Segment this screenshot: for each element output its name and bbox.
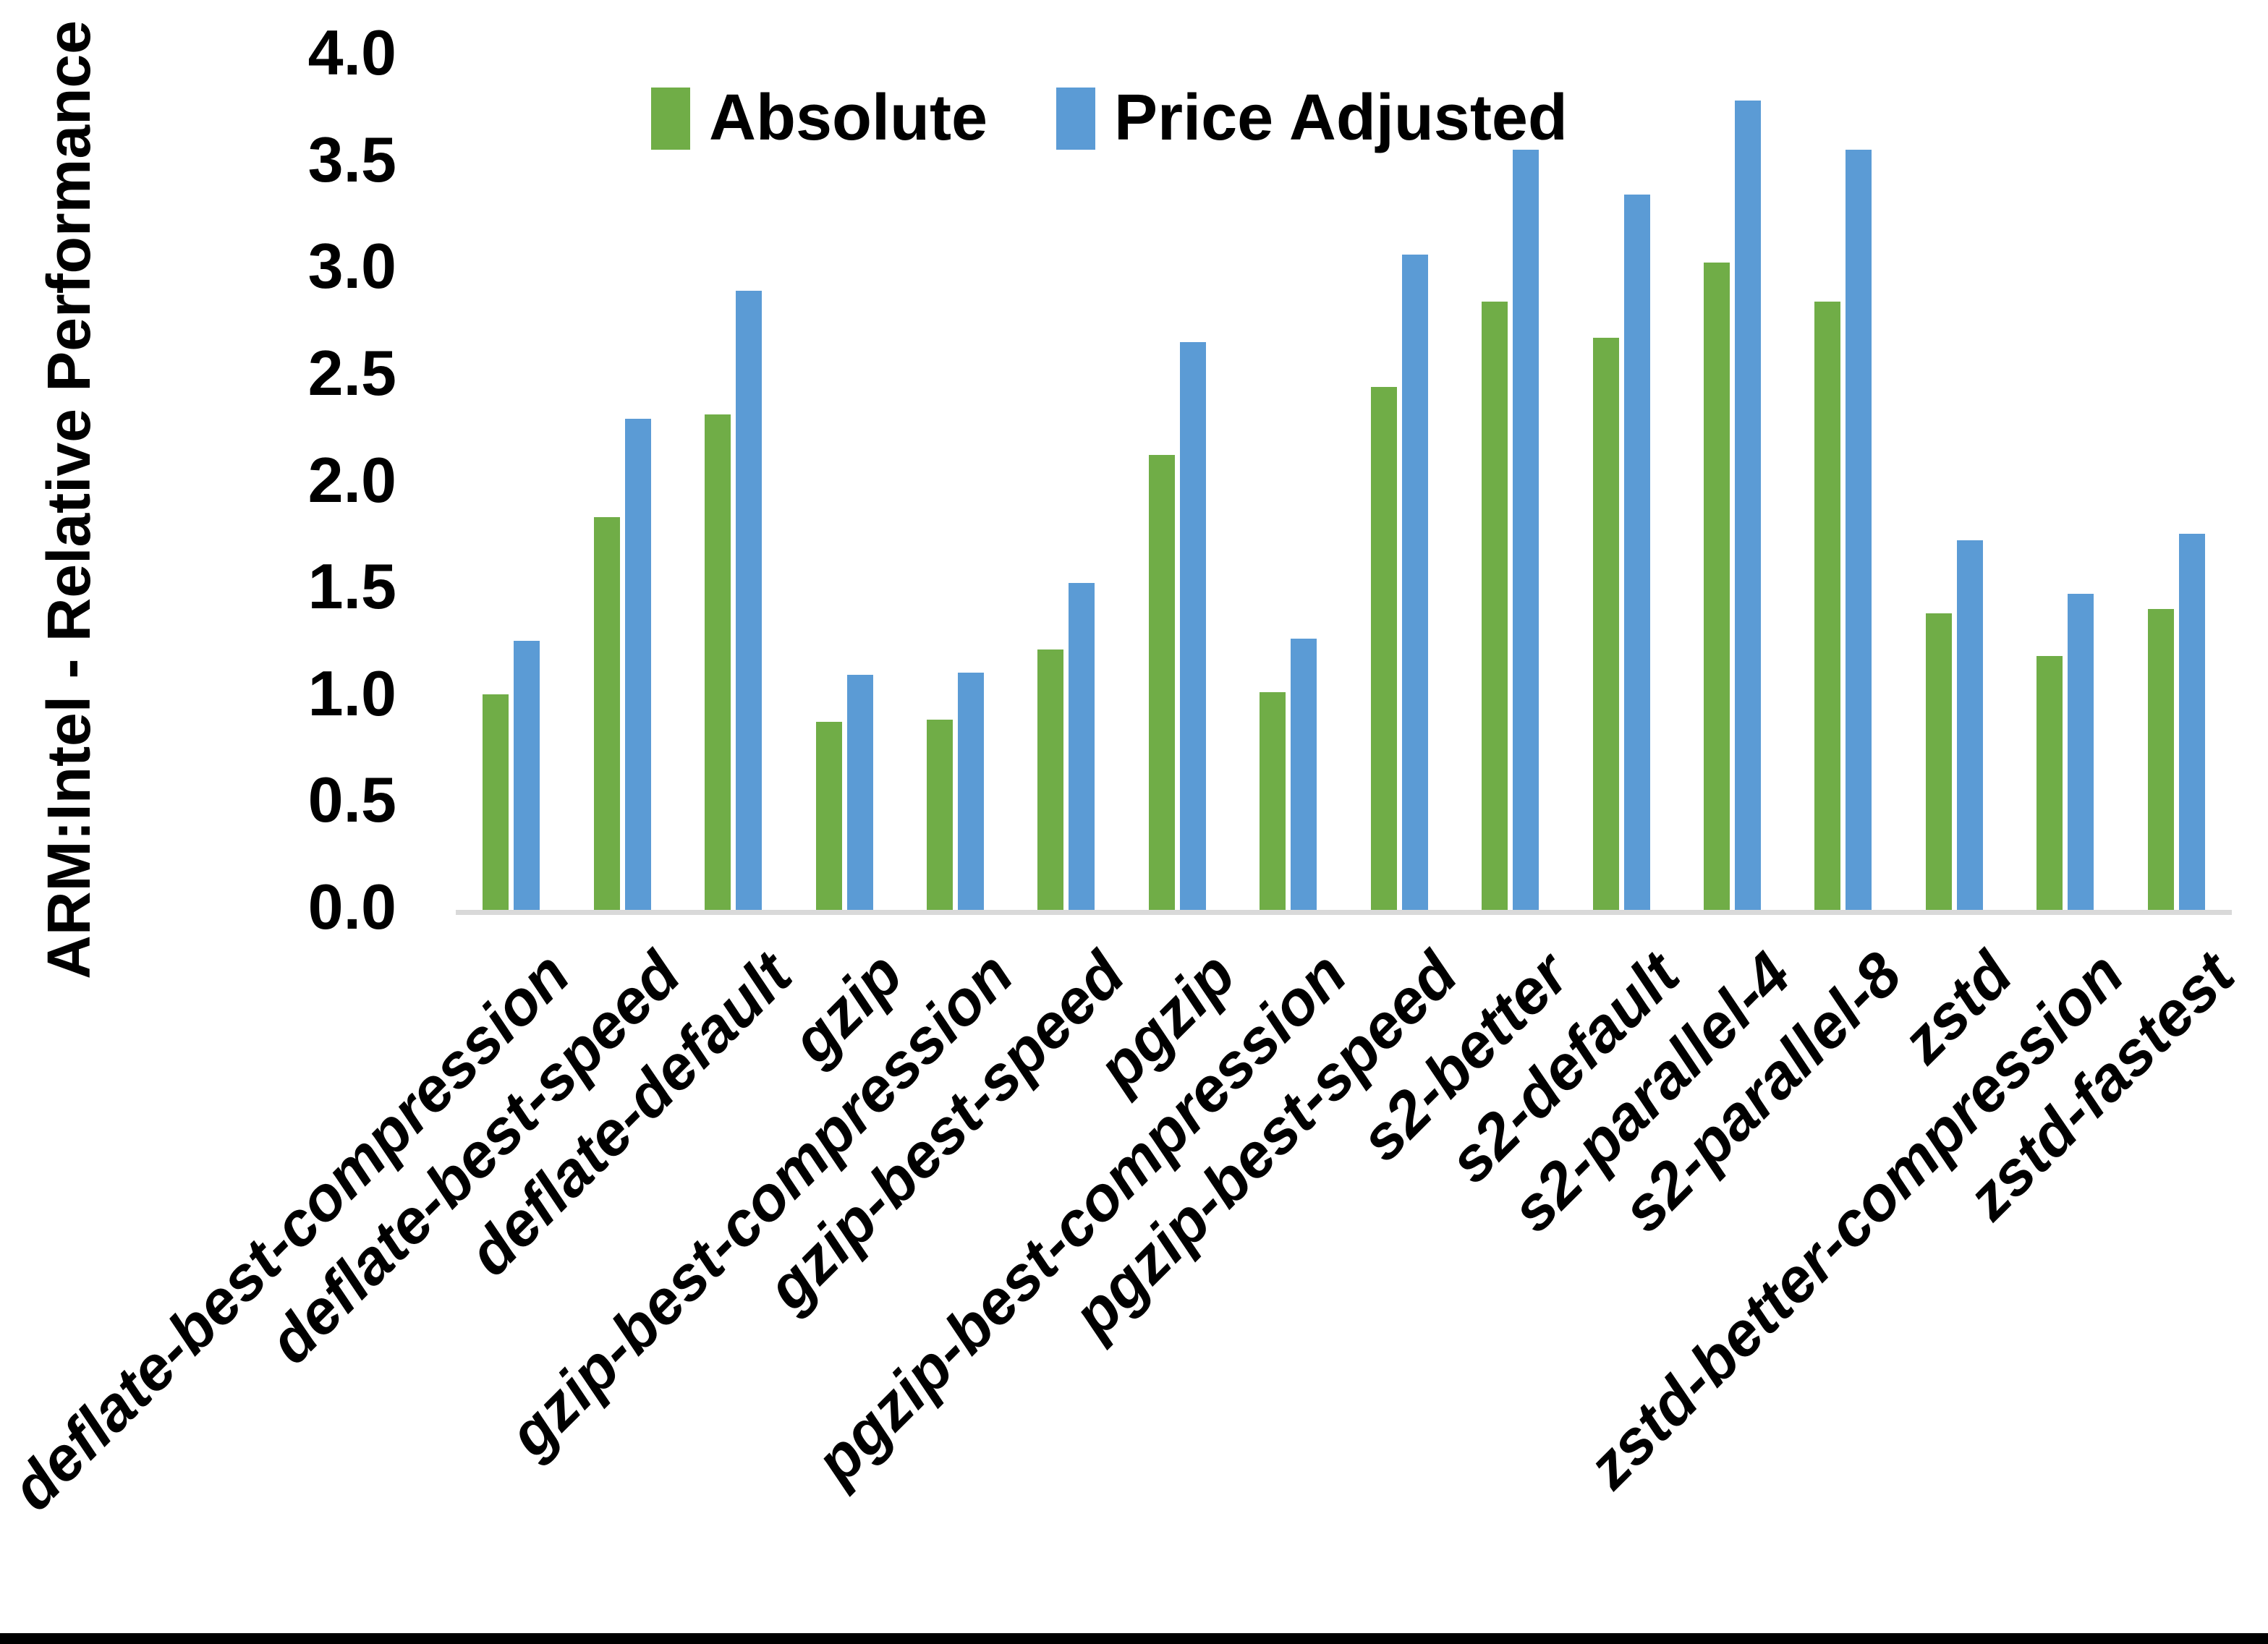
bar-price-adjusted: [514, 640, 540, 910]
bar-price-adjusted: [2068, 594, 2094, 910]
legend-item-absolute: Absolute: [651, 81, 988, 156]
bar-price-adjusted: [1846, 149, 1872, 910]
bar-price-adjusted: [1179, 341, 1206, 910]
bar-price-adjusted: [1623, 194, 1650, 910]
y-tick-label: 1.5: [307, 550, 396, 623]
bar-price-adjusted: [1069, 583, 1095, 910]
bar-absolute: [593, 516, 620, 910]
bar-absolute: [1704, 263, 1730, 910]
bar-absolute: [1482, 301, 1508, 910]
x-axis-line: [456, 910, 2232, 915]
legend-item-price-adjusted: Price Adjusted: [1056, 81, 1568, 156]
bar-absolute: [1370, 386, 1397, 910]
bar-price-adjusted: [1956, 540, 1983, 910]
legend-swatch-price-adjusted: [1056, 87, 1096, 150]
legend-label-absolute: Absolute: [709, 82, 988, 154]
bar-price-adjusted: [846, 675, 873, 910]
bar-absolute: [1925, 613, 1952, 910]
y-tick-label: 0.0: [307, 870, 396, 942]
bar-absolute: [705, 414, 731, 910]
bar-absolute: [926, 720, 953, 910]
bar-absolute: [483, 694, 509, 910]
bar-absolute: [1148, 455, 1175, 910]
bar-price-adjusted: [1401, 254, 1428, 910]
bar-price-adjusted: [1291, 639, 1317, 910]
bar-absolute: [2036, 655, 2063, 910]
bar-price-adjusted: [2178, 534, 2205, 910]
y-tick-label: 3.0: [307, 230, 396, 302]
bar-price-adjusted: [624, 418, 651, 910]
y-tick-label: 0.5: [307, 764, 396, 836]
bar-price-adjusted: [957, 673, 984, 910]
y-tick-label: 2.0: [307, 443, 396, 516]
bar-absolute: [1260, 691, 1286, 910]
bar-absolute: [1592, 337, 1619, 910]
bar-price-adjusted: [736, 290, 763, 910]
legend: Absolute Price Adjusted: [651, 81, 1568, 156]
y-tick-label: 1.0: [307, 657, 396, 729]
bar-absolute: [2147, 608, 2174, 910]
legend-label-price-adjusted: Price Adjusted: [1114, 82, 1568, 154]
bar-price-adjusted: [1513, 149, 1539, 910]
y-axis-title: ARM:Intel - Relative Performance: [35, 20, 103, 979]
bar-absolute: [1037, 649, 1064, 910]
bar-absolute: [1814, 301, 1841, 910]
y-tick-label: 2.5: [307, 336, 396, 409]
window-border-bottom: [0, 1633, 2268, 1644]
bar-absolute: [815, 722, 842, 910]
y-tick-label: 3.5: [307, 123, 396, 195]
y-tick-label: 4.0: [307, 16, 396, 88]
bar-price-adjusted: [1735, 101, 1762, 910]
legend-swatch-absolute: [651, 87, 690, 150]
